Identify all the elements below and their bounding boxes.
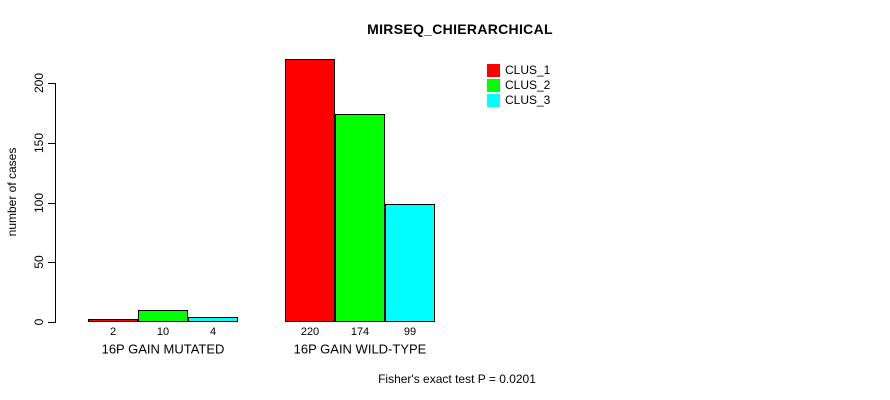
- y-tick-label: 0: [32, 318, 46, 326]
- chart-title: MIRSEQ_CHIERARCHICAL: [367, 21, 553, 37]
- bar-value-label: 10: [156, 326, 170, 338]
- x-category-label: 16P GAIN MUTATED: [101, 341, 225, 357]
- legend-label: CLUS_2: [505, 78, 551, 92]
- legend-swatch-clus_1: [487, 64, 500, 77]
- bar-clus_1-group-2: [285, 59, 335, 322]
- legend-item: CLUS_1: [487, 63, 550, 78]
- y-axis-title: number of cases: [5, 147, 19, 237]
- legend-label: CLUS_1: [505, 63, 551, 77]
- bar-clus_3-group-1: [188, 317, 238, 322]
- bar-value-label: 2: [109, 326, 117, 338]
- bar-value-label: 220: [300, 326, 320, 338]
- x-category-label: 16P GAIN WILD-TYPE: [293, 341, 427, 357]
- bar-value-label: 99: [403, 326, 417, 338]
- legend-item: CLUS_2: [487, 78, 550, 93]
- y-tick-label: 150: [32, 132, 46, 154]
- y-tick-label: 100: [32, 192, 46, 214]
- y-tick-label: 50: [32, 255, 46, 269]
- bar-value-label: 174: [350, 326, 370, 338]
- bar-clus_2-group-2: [335, 114, 385, 322]
- y-axis-line: [55, 83, 56, 323]
- bar-clus_1-group-1: [88, 319, 138, 322]
- legend-swatch-clus_3: [487, 94, 500, 107]
- legend-swatch-clus_2: [487, 79, 500, 92]
- bar-clus_2-group-1: [138, 310, 188, 322]
- y-tick-mark: [48, 203, 55, 204]
- legend-item: CLUS_3: [487, 93, 550, 108]
- legend-label: CLUS_3: [505, 93, 551, 107]
- bar-clus_3-group-2: [385, 204, 435, 322]
- annotation-text: Fisher's exact test P = 0.0201: [378, 372, 536, 386]
- y-tick-mark: [48, 143, 55, 144]
- y-tick-mark: [48, 83, 55, 84]
- legend: CLUS_1 CLUS_2 CLUS_3: [487, 63, 550, 108]
- y-tick-label: 200: [32, 72, 46, 94]
- y-tick-mark: [48, 322, 55, 323]
- y-tick-mark: [48, 262, 55, 263]
- bar-value-label: 4: [209, 326, 217, 338]
